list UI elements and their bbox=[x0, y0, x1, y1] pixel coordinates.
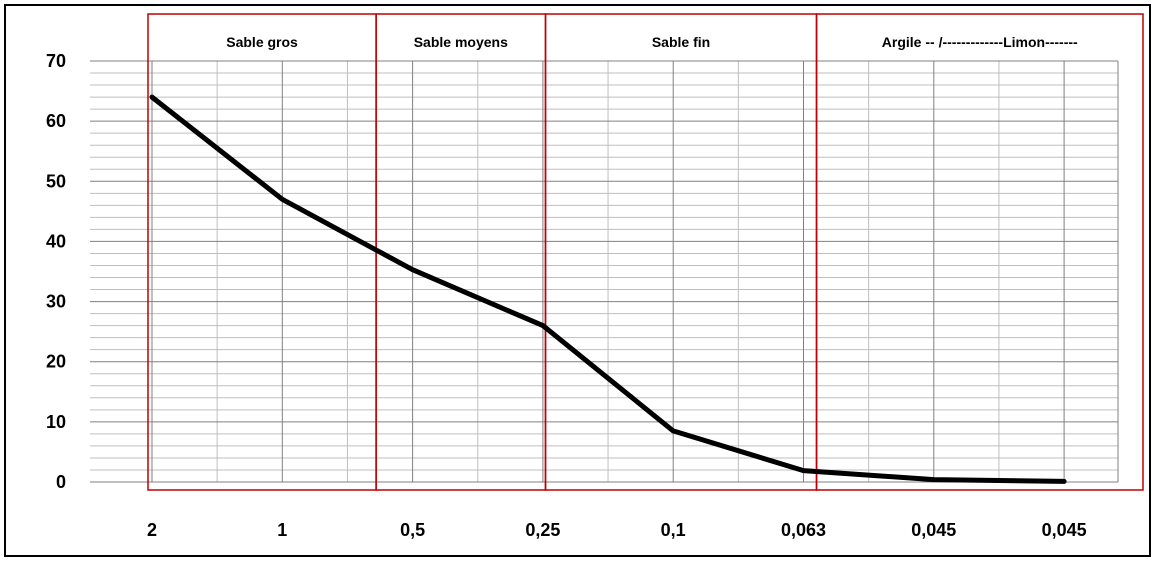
x-tick-label: 0,1 bbox=[661, 520, 686, 540]
y-tick-label: 50 bbox=[46, 171, 66, 191]
y-tick-label: 40 bbox=[46, 231, 66, 251]
x-tick-label: 0,25 bbox=[525, 520, 560, 540]
zone-label: Sable gros bbox=[226, 34, 298, 50]
y-tick-label: 60 bbox=[46, 111, 66, 131]
x-tick-label: 1 bbox=[277, 520, 287, 540]
zone-box bbox=[815, 13, 1144, 491]
zone-label: Sable fin bbox=[652, 34, 710, 50]
series-line bbox=[149, 94, 1067, 484]
zone-label: Argile -- /-------------Limon------- bbox=[882, 34, 1078, 50]
y-tick-label: 70 bbox=[46, 51, 66, 71]
x-tick-label: 0,5 bbox=[400, 520, 425, 540]
x-tick-label: 2 bbox=[147, 520, 157, 540]
x-tick-label: 0,063 bbox=[781, 520, 826, 540]
y-tick-label: 10 bbox=[46, 412, 66, 432]
y-tick-label: 30 bbox=[46, 292, 66, 312]
y-tick-label: 20 bbox=[46, 352, 66, 372]
zone-label: Sable moyens bbox=[414, 34, 508, 50]
grid-lines bbox=[90, 60, 1119, 483]
x-tick-label: 0,045 bbox=[911, 520, 956, 540]
y-tick-label: 0 bbox=[56, 472, 66, 492]
chart-frame bbox=[4, 4, 1151, 557]
x-tick-label: 0,045 bbox=[1042, 520, 1087, 540]
